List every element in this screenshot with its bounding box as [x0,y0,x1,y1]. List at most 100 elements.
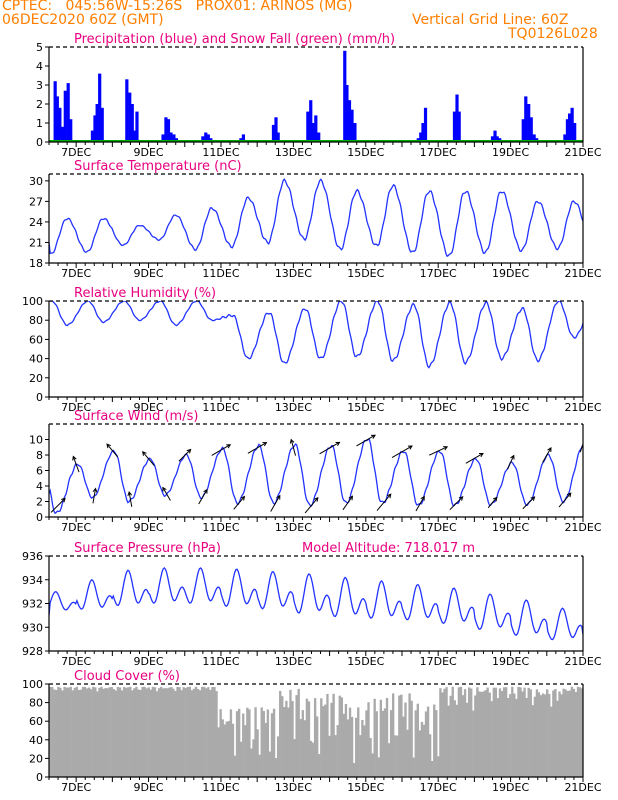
precip-bar [343,50,347,142]
x-tick-label: 17DEC [420,146,457,159]
cloud-bar [276,736,280,777]
cloud-bar [369,738,372,777]
cloud-bar [420,721,424,777]
cloud-bar [149,689,152,777]
cloud-bar [104,687,107,777]
precip-bar [100,107,104,142]
cloud-bar [326,693,329,777]
wind-arrow [92,488,97,504]
cloud-bar [562,688,565,777]
precip-bar [133,130,137,142]
y-tick-label: 60 [29,333,43,346]
cloud-bar [174,690,177,777]
cloud-bar [500,691,504,777]
cloud-bar [467,687,471,777]
cloud-bar [486,687,489,777]
cloud-bar [161,688,165,777]
cloud-bar [455,704,459,777]
cloud-bar [398,695,401,777]
cloud-bar [406,729,409,777]
x-tick-label: 7DEC [61,146,91,159]
cloud-bar [313,698,317,777]
wind-arrow [211,444,231,456]
cloud-bar [287,707,290,777]
x-tick-label: 15DEC [347,267,384,280]
y-tick-label: 0 [36,391,43,404]
cloud-bar [424,711,428,777]
y-tick-label: 18 [29,257,43,270]
series-line [49,178,583,258]
cloud-bar [472,710,475,777]
cloud-bar [151,686,155,777]
precip-bar [353,123,357,142]
precip-bar [563,134,567,142]
cloud-bar [309,740,313,777]
precip-bar [309,100,313,142]
y-tick-label: 40 [29,734,43,747]
cloud-bar [324,704,327,777]
wind-arrow-head [162,486,167,492]
cloud-bar [83,686,87,777]
y-tick-label: 930 [22,621,43,634]
x-tick-label: 13DEC [275,521,312,534]
cloud-bar [133,688,136,777]
cloud-bar [159,686,163,777]
x-tick-label: 15DEC [347,521,384,534]
cloud-bar [301,710,304,777]
cloud-bar [207,687,210,777]
cloud-bar [285,700,288,777]
cloud-bar [250,748,253,777]
panel-pressure [45,555,584,656]
precip-bar [63,90,67,142]
y-tick-label: 10 [29,434,43,447]
precip-bar [565,119,570,142]
precip-bar [206,134,210,142]
precip-bar [311,123,315,142]
precip-bar [495,136,499,142]
cloud-bar [203,686,206,777]
x-tick-label: 11DEC [202,267,239,280]
wind-arrow [522,496,535,510]
y-tick-label: 80 [29,697,43,710]
precip-bar [314,115,318,142]
y-tick-label: 80 [29,314,43,327]
precip-bar [317,132,321,142]
cloud-bar [246,707,249,777]
cloud-bar [182,687,185,777]
cloud-bar [361,719,364,777]
cloud-bar [264,722,268,777]
precip-bar [271,124,276,142]
cloud-bar [200,686,204,777]
cloud-bar [550,706,553,777]
precip-bar [527,104,531,142]
cloud-bar [578,687,582,777]
precip-bar [573,123,577,142]
x-tick-label: 7DEC [61,401,91,414]
cloud-bar [178,687,181,777]
cloud-bar [543,694,547,777]
x-tick-label: 21DEC [564,267,601,280]
cloud-bar [529,689,532,777]
cloud-bar [558,691,561,777]
cloud-bar [441,692,444,777]
precip-bar [306,111,310,142]
precip-bar [204,132,208,142]
cloud-bar [55,690,58,777]
cloud-bar [375,711,378,777]
x-tick-label: 17DEC [420,267,457,280]
cloud-bar [69,686,72,777]
y-tick-label: 5 [36,41,43,54]
cloud-bar [254,707,257,777]
cloud-bar [490,701,493,777]
cloud-bar [474,695,477,777]
cloud-bar [338,695,341,777]
cloud-bar [504,687,508,777]
cloud-bar [387,743,391,777]
precip-bar [529,117,533,142]
wind-arrow-head [313,496,319,502]
cloud-bar [416,703,419,777]
cloud-bar [223,724,226,777]
cloud-bar [437,756,440,777]
cloud-bar [196,688,200,777]
